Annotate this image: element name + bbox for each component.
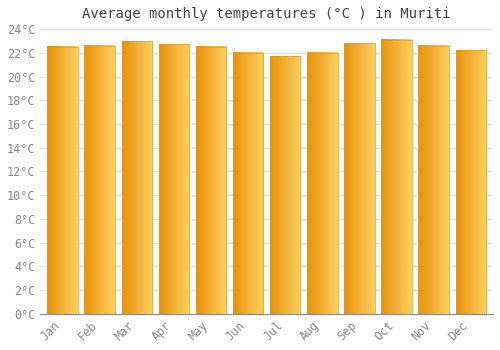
Bar	[382, 40, 412, 314]
Bar	[418, 46, 449, 314]
Bar	[48, 47, 78, 314]
Bar	[84, 46, 115, 314]
Bar	[158, 44, 189, 314]
Bar	[307, 53, 338, 314]
Bar	[233, 53, 264, 314]
Title: Average monthly temperatures (°C ) in Muriti: Average monthly temperatures (°C ) in Mu…	[82, 7, 451, 21]
Bar	[456, 50, 486, 314]
Bar	[270, 56, 300, 314]
Bar	[196, 47, 226, 314]
Bar	[344, 43, 374, 314]
Bar	[122, 41, 152, 314]
